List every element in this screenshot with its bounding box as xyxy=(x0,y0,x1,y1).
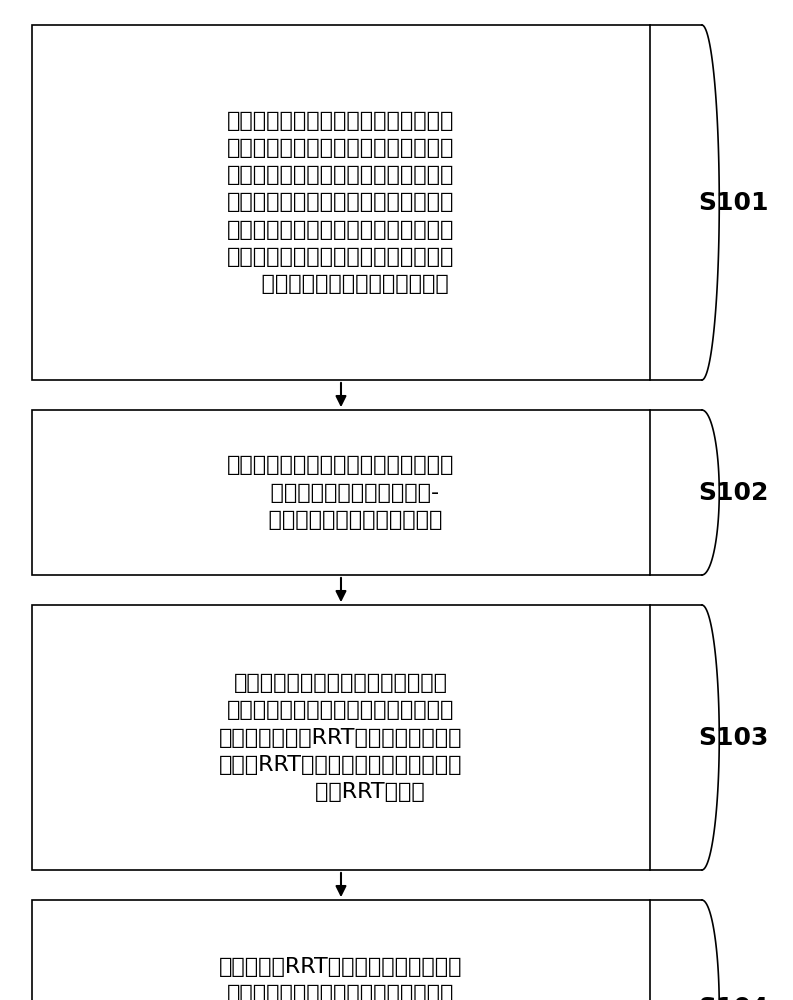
FancyBboxPatch shape xyxy=(32,410,650,575)
FancyBboxPatch shape xyxy=(32,900,650,1000)
Text: 将融合后的RRT轨迹树与无人机的初始
状态、目标状态相连接，从而生成一条
连接无人机的初始状态和目标状态的完
            整轨迹: 将融合后的RRT轨迹树与无人机的初始 状态、目标状态相连接，从而生成一条 连接无… xyxy=(219,957,463,1000)
Text: S104: S104 xyxy=(699,996,768,1000)
Text: 以每一路标点和无人机的初始状态、
目标状态为根节点，在飞行环境的三维
模型中进行多条RRT轨迹树的扩展，并
将多条RRT轨迹树两两连接为一条融合
       : 以每一路标点和无人机的初始状态、 目标状态为根节点，在飞行环境的三维 模型中进行… xyxy=(219,673,463,802)
FancyBboxPatch shape xyxy=(32,25,650,380)
Text: S103: S103 xyxy=(699,726,768,750)
FancyBboxPatch shape xyxy=(32,605,650,870)
Text: S102: S102 xyxy=(699,481,768,505)
Text: S101: S101 xyxy=(699,190,768,215)
Text: 获取无人机飞行环境信息，并根据所述
飞行环境信息建立以多面体形式表达的
飞行环境的三维模型。所述飞行环境包
含自由空间和障碍物空间。确定无人机
的初始状态和目标: 获取无人机飞行环境信息，并根据所述 飞行环境信息建立以多面体形式表达的 飞行环境… xyxy=(228,111,454,294)
Text: 根据飞行环境的三维模型，在飞行环境
    的三维模型中通过随机星型-
    均匀混合采样策略生成路标点: 根据飞行环境的三维模型，在飞行环境 的三维模型中通过随机星型- 均匀混合采样策略… xyxy=(228,455,454,530)
